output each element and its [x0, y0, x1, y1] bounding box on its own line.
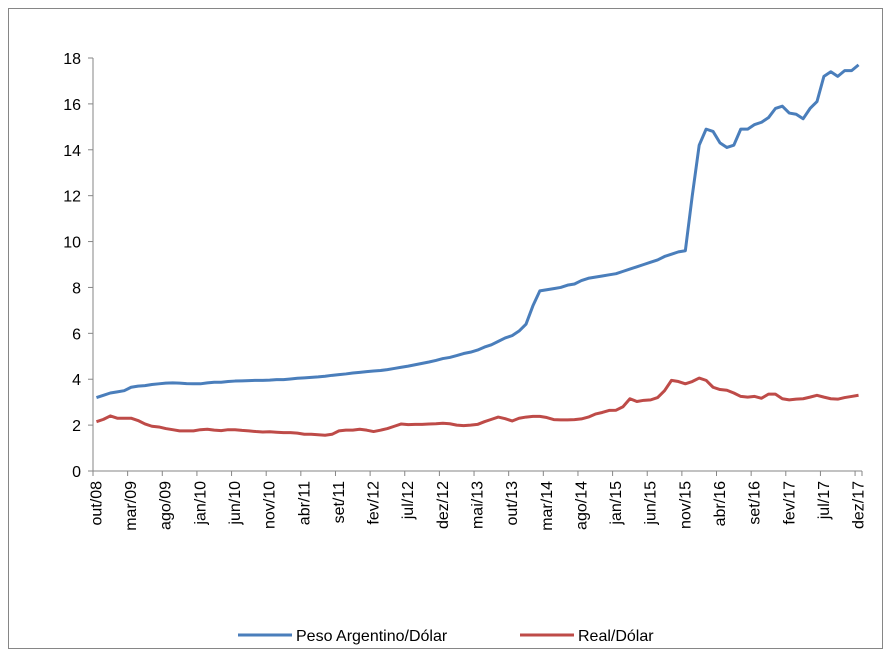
x-tick-label: fev/12 [366, 481, 383, 525]
x-tick-label: jun/15 [643, 481, 660, 526]
x-tick-label: out/08 [88, 481, 105, 526]
x-tick-label: mar/14 [539, 481, 556, 531]
x-tick-label: set/16 [747, 481, 764, 525]
x-tick-label: nov/15 [677, 481, 694, 529]
y-tick-label: 4 [72, 372, 81, 389]
x-tick-label: set/11 [331, 481, 348, 524]
x-tick-label: abr/11 [296, 481, 313, 525]
x-tick-label: jun/10 [227, 481, 244, 526]
chart-border [8, 8, 883, 649]
x-tick-label: mai/13 [470, 481, 487, 529]
y-tick-label: 14 [63, 143, 81, 160]
x-tick-label: dez/12 [435, 481, 452, 529]
x-tick-label: ago/09 [158, 481, 175, 530]
line-series [95, 63, 860, 400]
y-tick-label: 18 [63, 51, 81, 68]
legend-label: Real/Dólar [578, 628, 654, 645]
line-series [95, 376, 859, 437]
x-tick-label: dez/17 [851, 481, 868, 529]
x-tick-label: jul/12 [400, 481, 417, 520]
y-tick-label: 10 [63, 235, 81, 252]
y-tick-label: 2 [72, 418, 81, 435]
x-tick-label: abr/16 [712, 481, 729, 526]
y-tick-label: 8 [72, 280, 81, 297]
x-tick-label: jan/15 [608, 481, 625, 526]
x-tick-label: ago/14 [573, 481, 590, 530]
x-tick-label: nov/10 [262, 481, 279, 529]
y-tick-label: 16 [63, 97, 81, 114]
y-tick-label: 6 [72, 326, 81, 343]
legend-label: Peso Argentino/Dólar [296, 628, 448, 645]
x-tick-label: mar/09 [123, 481, 140, 531]
x-tick-label: fev/17 [781, 481, 798, 525]
x-tick-label: jan/10 [192, 481, 209, 526]
y-tick-label: 12 [63, 189, 81, 206]
x-tick-label: jul/17 [816, 481, 833, 520]
y-tick-label: 0 [72, 464, 81, 481]
x-tick-label: out/13 [504, 481, 521, 526]
